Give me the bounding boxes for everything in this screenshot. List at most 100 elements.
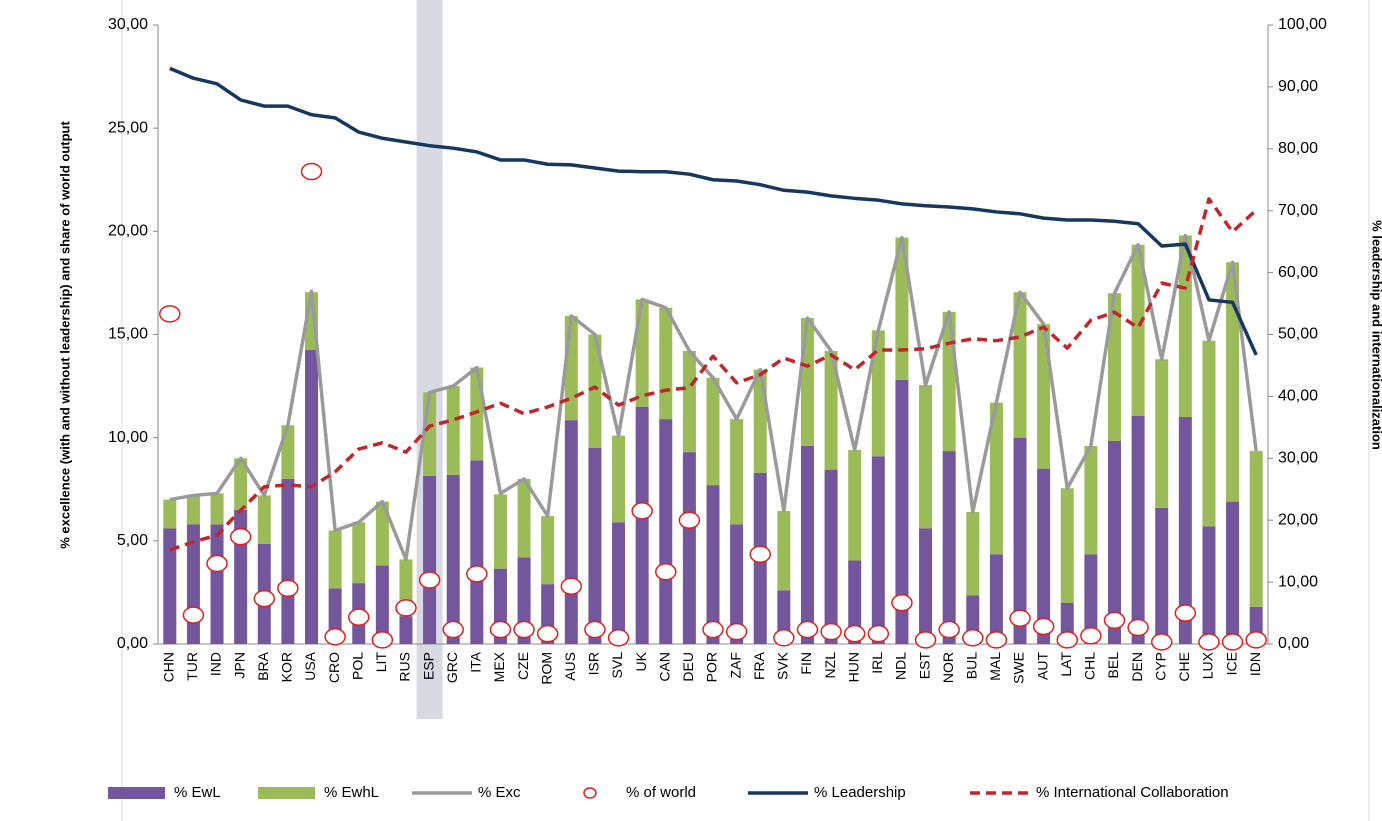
- x-tick-label: NOR: [940, 652, 956, 683]
- bar-segment: [470, 460, 484, 644]
- x-tick-label: KOR: [279, 652, 295, 682]
- x-tick-label: MEX: [491, 651, 507, 682]
- bar-segment: [730, 524, 744, 644]
- bar-segment: [352, 522, 366, 584]
- bar-segment: [163, 528, 177, 644]
- x-tick-label: NZL: [822, 652, 838, 679]
- bar-segment: [234, 458, 248, 510]
- point: [1198, 633, 1220, 651]
- y2-tick-label: 80,00: [1278, 140, 1318, 157]
- bar-segment: [305, 349, 319, 644]
- x-tick-label: CRO: [326, 652, 342, 683]
- line: [169, 66, 1258, 356]
- legend-label: % EwhL: [324, 784, 379, 801]
- point: [1103, 611, 1126, 630]
- point: [1032, 617, 1055, 636]
- x-tick-label: ESP: [420, 652, 436, 680]
- bar-segment: [659, 419, 673, 644]
- bar-segment: [612, 435, 626, 523]
- bar-segment: [871, 456, 885, 644]
- bar-segment: [800, 317, 814, 446]
- x-tick-label: CHN: [161, 652, 177, 682]
- x-tick-label: SVK: [775, 651, 791, 680]
- y-tick-label: 30,00: [108, 16, 148, 33]
- point: [182, 606, 205, 624]
- bar-segment: [1107, 293, 1121, 441]
- bar-segment: [659, 307, 673, 420]
- bar-segment: [919, 528, 933, 644]
- line: [169, 197, 1258, 552]
- bar-segment: [1013, 292, 1027, 438]
- bar-segment: [706, 377, 720, 486]
- bar-segment: [375, 565, 389, 644]
- bar-segment: [1249, 451, 1263, 607]
- y2-tick-label: 30,00: [1278, 450, 1318, 467]
- bar-segment: [493, 494, 507, 569]
- x-tick-label: RUS: [397, 652, 413, 682]
- x-tick-label: ZAF: [727, 652, 743, 678]
- point: [631, 502, 653, 520]
- point: [820, 622, 842, 641]
- y-tick-label: 5,00: [117, 532, 148, 549]
- bar-segment: [1202, 340, 1216, 527]
- bar-segment: [848, 450, 862, 561]
- point: [1174, 604, 1197, 622]
- point: [584, 620, 606, 639]
- legend-swatch: [258, 787, 315, 799]
- y2-tick-label: 70,00: [1278, 202, 1318, 219]
- x-tick-label: LUX: [1200, 651, 1216, 679]
- bar-segment: [588, 447, 602, 644]
- bar-segment: [1202, 526, 1216, 644]
- legend-swatch: [583, 787, 597, 799]
- x-tick-label: POL: [349, 652, 365, 680]
- x-tick-label: CZE: [515, 652, 531, 680]
- chart-frame: [121, 0, 1370, 821]
- point: [466, 565, 488, 583]
- point: [938, 620, 960, 639]
- bar-segment: [564, 420, 578, 644]
- bar-segment: [682, 351, 696, 453]
- x-tick-label: LAT: [1058, 652, 1074, 677]
- bar-segment: [635, 406, 649, 644]
- x-tick-label: FIN: [798, 652, 814, 675]
- point: [418, 571, 441, 589]
- bar-segment: [257, 495, 271, 544]
- bar-segment: [163, 499, 177, 529]
- point: [843, 624, 866, 643]
- bar-segment: [1013, 437, 1027, 644]
- bar-segment: [612, 522, 626, 644]
- legend-label: % International Collaboration: [1036, 784, 1229, 801]
- legend-label: % EwL: [174, 784, 221, 801]
- bar-segment: [517, 478, 531, 558]
- bar-segment: [446, 386, 460, 475]
- x-tick-label: HUN: [845, 652, 861, 682]
- x-tick-label: ISR: [586, 652, 602, 675]
- y-tick-label: 0,00: [117, 635, 148, 652]
- point: [867, 624, 890, 643]
- bar-segment: [682, 452, 696, 644]
- bar-segment: [186, 495, 200, 525]
- bar-segment: [966, 511, 980, 596]
- point: [773, 629, 795, 647]
- point: [206, 554, 228, 573]
- bar-segment: [1131, 244, 1145, 417]
- line: [169, 233, 1258, 562]
- x-tick-label: AUT: [1034, 652, 1050, 680]
- bar-segment: [1155, 507, 1169, 644]
- y2-tick-label: 0,00: [1278, 635, 1309, 652]
- point: [1009, 609, 1031, 627]
- point: [914, 631, 937, 649]
- bar-segment: [588, 334, 602, 448]
- legend-label: % Leadership: [814, 784, 906, 801]
- bar-segment: [399, 616, 413, 644]
- x-tick-label: NDL: [893, 652, 909, 680]
- point: [678, 511, 701, 529]
- point: [1150, 633, 1173, 651]
- bar-segment: [1060, 488, 1074, 603]
- x-tick-label: FRA: [751, 651, 767, 680]
- x-tick-label: ICE: [1223, 652, 1239, 675]
- y2-tick-label: 90,00: [1278, 78, 1318, 95]
- bar-segment: [895, 237, 909, 380]
- y-tick-label: 10,00: [108, 429, 148, 446]
- bar-segment: [375, 501, 389, 566]
